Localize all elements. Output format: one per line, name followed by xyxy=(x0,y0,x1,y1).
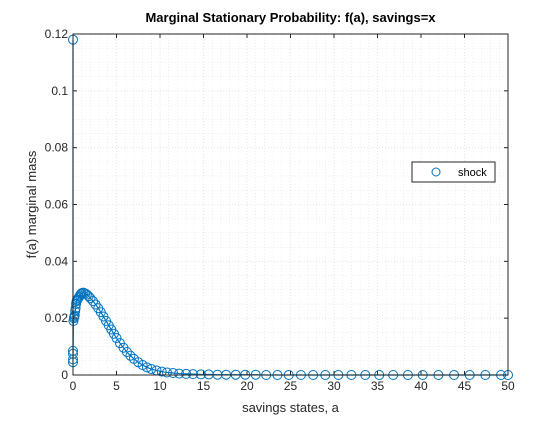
x-tick-label: 40 xyxy=(414,379,428,393)
axis-ticks: 0 5 10 15 20 25 30 35 40 45 50 0 0.02 0.04 0.06 0.08 0.1… xyxy=(45,27,515,393)
data-point xyxy=(156,366,167,377)
y-tick-label: 0.02 xyxy=(45,311,69,325)
legend-entry-label: shock xyxy=(458,167,487,179)
data-point xyxy=(85,293,96,304)
data-point xyxy=(69,310,80,321)
data-point xyxy=(121,346,132,357)
data-point xyxy=(146,364,157,375)
x-tick-label: 45 xyxy=(458,379,472,393)
y-tick-label: 0.08 xyxy=(45,141,69,155)
data-point xyxy=(75,289,86,300)
y-axis-label: f(a) marginal mass xyxy=(24,150,39,258)
x-tick-label: 25 xyxy=(284,379,298,393)
x-tick-label: 35 xyxy=(371,379,385,393)
chart-title: Marginal Stationary Probability: f(a), s… xyxy=(145,10,436,25)
legend-marker-icon xyxy=(431,167,441,177)
minor-grid xyxy=(73,34,508,375)
y-tick-label: 0.12 xyxy=(45,27,69,41)
y-tick-label: 0 xyxy=(61,368,68,382)
x-tick-label: 10 xyxy=(153,379,167,393)
data-point xyxy=(141,362,152,373)
data-point xyxy=(90,299,101,310)
x-tick-label: 15 xyxy=(197,379,211,393)
x-tick-label: 0 xyxy=(70,379,77,393)
y-tick-label: 0.04 xyxy=(45,254,69,268)
data-point xyxy=(111,333,122,344)
data-point xyxy=(88,296,99,307)
x-axis-label: savings states, a xyxy=(242,400,340,415)
data-point xyxy=(174,368,185,379)
data-point xyxy=(168,368,179,379)
y-tick-label: 0.06 xyxy=(45,198,69,212)
x-tick-label: 30 xyxy=(327,379,341,393)
data-point xyxy=(181,368,192,379)
y-tick-label: 0.1 xyxy=(51,84,68,98)
data-point xyxy=(81,289,92,300)
data-point xyxy=(195,369,206,380)
legend: shock xyxy=(411,161,496,183)
data-point xyxy=(125,350,136,361)
data-point xyxy=(161,367,172,378)
x-tick-label: 5 xyxy=(113,379,120,393)
x-tick-label: 20 xyxy=(240,379,254,393)
x-tick-label: 50 xyxy=(501,379,515,393)
data-point xyxy=(188,369,199,380)
legend-box xyxy=(411,161,496,183)
